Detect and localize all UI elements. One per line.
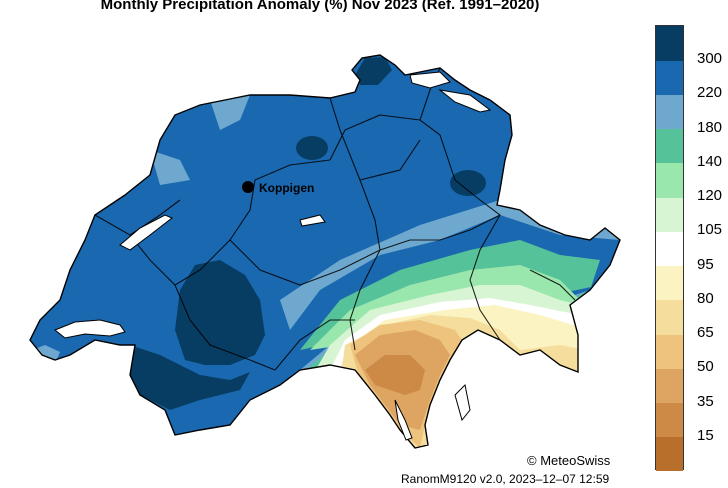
- legend-label: 220: [697, 84, 723, 102]
- station-marker: [242, 181, 254, 193]
- legend-label: 180: [697, 118, 723, 136]
- station-label: Koppigen: [259, 181, 314, 195]
- color-legend: [655, 25, 684, 472]
- legend-swatch: [656, 94, 683, 130]
- legend-swatch: [656, 197, 683, 232]
- precipitation-map: Koppigen: [29, 54, 621, 449]
- version-info: RanomM9120 v2.0, 2023–12–07 12:59: [401, 472, 610, 486]
- legend-label: 35: [697, 392, 714, 410]
- legend-label: 105: [697, 221, 723, 239]
- legend-label: 300: [697, 50, 723, 68]
- legend-swatch: [656, 60, 683, 95]
- legend-swatch: [656, 299, 683, 335]
- legend-label: 15: [697, 426, 714, 444]
- legend-swatch: [656, 368, 683, 404]
- legend-label: 50: [697, 358, 714, 376]
- copyright: © MeteoSwiss: [527, 453, 611, 468]
- legend-swatch: [656, 334, 683, 369]
- legend-swatch: [656, 162, 683, 198]
- legend-swatch: [656, 436, 683, 472]
- legend-label: 80: [697, 289, 714, 307]
- map-title: Monthly Precipitation Anomaly (%) Nov 20…: [100, 0, 540, 13]
- legend-swatch: [656, 265, 683, 301]
- legend-label: 120: [697, 187, 723, 205]
- legend-swatch: [656, 402, 683, 438]
- legend-label: 95: [697, 255, 714, 273]
- legend-label: 140: [697, 152, 723, 170]
- legend-swatch: [656, 231, 683, 267]
- legend-swatch: [656, 128, 683, 164]
- legend-swatch: [656, 26, 683, 61]
- station-koppigen[interactable]: Koppigen: [242, 181, 314, 195]
- legend-label: 65: [697, 324, 714, 342]
